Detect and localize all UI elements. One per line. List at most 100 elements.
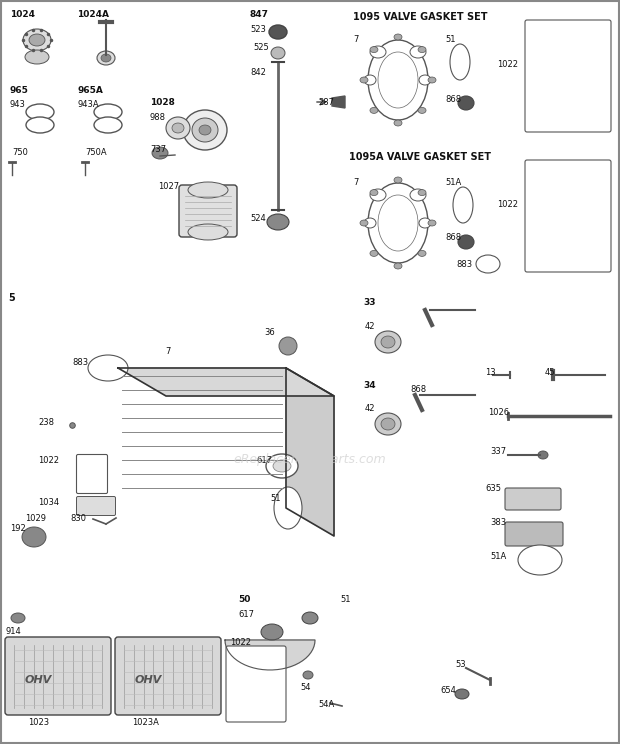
Text: 1034: 1034: [38, 498, 59, 507]
Text: 1095A VALVE GASKET SET: 1095A VALVE GASKET SET: [349, 152, 491, 162]
Text: 635: 635: [485, 484, 501, 493]
FancyBboxPatch shape: [236, 593, 378, 675]
Ellipse shape: [192, 118, 218, 142]
Text: 868: 868: [445, 95, 461, 104]
Text: 1022: 1022: [230, 638, 251, 647]
Ellipse shape: [152, 147, 168, 159]
Text: 287: 287: [318, 98, 334, 107]
Ellipse shape: [476, 255, 500, 273]
Ellipse shape: [261, 624, 283, 640]
Text: 988: 988: [150, 113, 166, 122]
FancyBboxPatch shape: [226, 646, 286, 722]
Text: 51A: 51A: [490, 552, 507, 561]
Text: 192: 192: [10, 524, 26, 533]
Ellipse shape: [368, 183, 428, 263]
Text: 1026: 1026: [488, 408, 509, 417]
Ellipse shape: [188, 224, 228, 240]
Text: 1024A: 1024A: [77, 10, 109, 19]
Ellipse shape: [410, 189, 426, 201]
Ellipse shape: [360, 77, 368, 83]
Ellipse shape: [267, 214, 289, 230]
Text: 525: 525: [253, 43, 268, 52]
Text: 523: 523: [250, 25, 266, 34]
Text: 1022: 1022: [497, 60, 518, 69]
Ellipse shape: [360, 220, 368, 226]
FancyBboxPatch shape: [252, 42, 306, 64]
FancyBboxPatch shape: [525, 20, 611, 132]
Ellipse shape: [453, 187, 473, 223]
Ellipse shape: [26, 104, 54, 120]
Text: 45: 45: [545, 368, 556, 377]
FancyBboxPatch shape: [76, 496, 115, 516]
Text: 42: 42: [365, 322, 376, 331]
Text: 914: 914: [6, 627, 22, 636]
Ellipse shape: [418, 47, 426, 53]
Ellipse shape: [428, 77, 436, 83]
FancyBboxPatch shape: [525, 160, 611, 272]
Ellipse shape: [450, 44, 470, 80]
Ellipse shape: [394, 263, 402, 269]
Ellipse shape: [538, 451, 548, 459]
Ellipse shape: [518, 545, 562, 575]
FancyBboxPatch shape: [5, 637, 111, 715]
FancyBboxPatch shape: [75, 84, 137, 142]
Text: 750: 750: [12, 148, 28, 157]
Text: 34: 34: [363, 381, 376, 390]
Text: 13: 13: [485, 368, 495, 377]
FancyBboxPatch shape: [148, 96, 230, 168]
Text: 1023: 1023: [28, 718, 49, 727]
Ellipse shape: [378, 52, 418, 108]
Text: 51: 51: [445, 35, 456, 44]
Text: 51: 51: [270, 494, 280, 503]
Polygon shape: [225, 640, 315, 670]
Ellipse shape: [428, 220, 436, 226]
FancyBboxPatch shape: [505, 522, 563, 546]
Text: 1024: 1024: [10, 10, 35, 19]
FancyBboxPatch shape: [76, 455, 107, 493]
Text: 617: 617: [238, 610, 254, 619]
Ellipse shape: [455, 689, 469, 699]
Ellipse shape: [418, 251, 426, 257]
Ellipse shape: [378, 195, 418, 251]
Text: 54: 54: [300, 683, 311, 692]
Ellipse shape: [273, 460, 291, 472]
Text: 883: 883: [456, 260, 472, 269]
Ellipse shape: [101, 54, 111, 62]
Text: 238: 238: [38, 418, 54, 427]
Text: 1028: 1028: [150, 98, 175, 107]
Ellipse shape: [172, 123, 184, 133]
Ellipse shape: [418, 107, 426, 113]
Text: 1029: 1029: [25, 514, 46, 523]
FancyBboxPatch shape: [8, 8, 66, 76]
Ellipse shape: [370, 47, 378, 53]
Text: 750A: 750A: [85, 148, 107, 157]
FancyBboxPatch shape: [348, 8, 616, 138]
Ellipse shape: [11, 613, 25, 623]
Text: 868: 868: [445, 233, 461, 242]
Text: eReplacementParts.com: eReplacementParts.com: [234, 454, 386, 466]
Ellipse shape: [410, 46, 426, 58]
Ellipse shape: [97, 51, 115, 65]
Ellipse shape: [370, 190, 378, 196]
Ellipse shape: [381, 336, 395, 348]
Text: 7: 7: [353, 178, 358, 187]
Text: 830: 830: [70, 514, 86, 523]
Ellipse shape: [94, 104, 122, 120]
Ellipse shape: [394, 120, 402, 126]
FancyBboxPatch shape: [360, 295, 480, 370]
Ellipse shape: [29, 34, 45, 46]
FancyBboxPatch shape: [8, 522, 60, 552]
Text: 5: 5: [8, 293, 15, 303]
Text: 847: 847: [250, 10, 269, 19]
FancyBboxPatch shape: [348, 148, 616, 278]
Ellipse shape: [166, 117, 190, 139]
Ellipse shape: [25, 50, 49, 64]
Text: 1095 VALVE GASKET SET: 1095 VALVE GASKET SET: [353, 12, 487, 22]
Text: 1027: 1027: [158, 182, 179, 191]
Text: 33: 33: [363, 298, 376, 307]
Ellipse shape: [419, 75, 431, 85]
FancyBboxPatch shape: [5, 290, 473, 538]
Ellipse shape: [266, 454, 298, 478]
FancyBboxPatch shape: [179, 185, 237, 237]
Text: 1022: 1022: [497, 200, 518, 209]
